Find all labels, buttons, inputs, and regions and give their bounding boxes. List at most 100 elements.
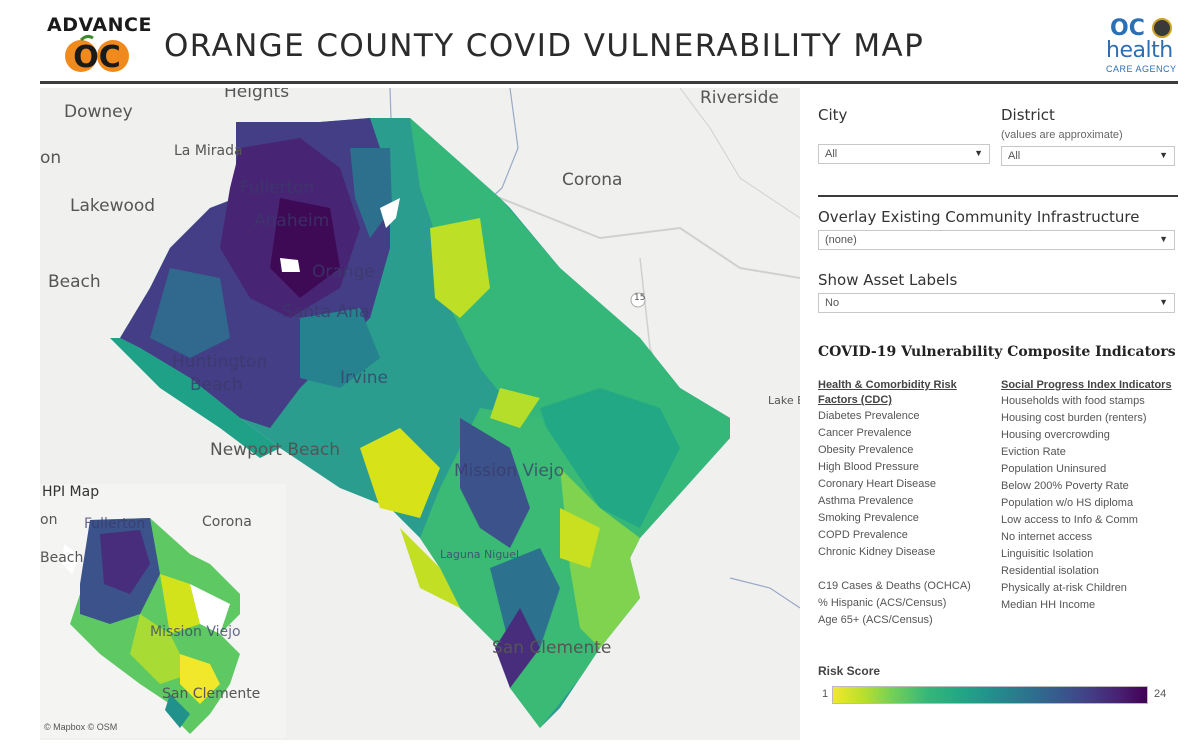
list-item: No internet access xyxy=(1001,531,1093,543)
map-label-orange: Orange xyxy=(312,262,375,282)
highway-15-label: 15 xyxy=(634,293,646,303)
inset-title: HPI Map xyxy=(42,484,100,500)
asset-labels-select[interactable]: No ▼ xyxy=(818,293,1175,313)
inset-label-on: on xyxy=(40,512,58,528)
inset-label-corona: Corona xyxy=(202,514,252,530)
advance-oc-logo: ADVANCE OC xyxy=(47,14,151,76)
list-item: Eviction Rate xyxy=(1001,446,1066,458)
hca-logo-oc: OC xyxy=(1110,16,1145,41)
list-item: COPD Prevalence xyxy=(818,529,908,541)
map-label-newport-beach: Newport Beach xyxy=(210,440,340,460)
list-item: Diabetes Prevalence xyxy=(818,410,920,422)
map-label-anaheim: Anaheim xyxy=(254,211,330,231)
county-seal-icon xyxy=(1152,18,1172,38)
district-filter-note: (values are approximate) xyxy=(1001,129,1123,141)
hca-logo-sub: CARE AGENCY xyxy=(1106,64,1177,74)
list-item: Households with food stamps xyxy=(1001,395,1145,407)
vulnerability-map[interactable]: Heights Riverside Downey on La Mirada Fu… xyxy=(40,88,800,740)
social-progress-list: Social Progress Index Indicators Househo… xyxy=(1001,378,1172,614)
chevron-down-icon: ▼ xyxy=(974,148,983,158)
list-item: Residential isolation xyxy=(1001,565,1099,577)
list-item: Low access to Info & Comm xyxy=(1001,514,1138,526)
district-select-value: All xyxy=(1008,150,1021,162)
oc-health-care-agency-logo: OC health CARE AGENCY xyxy=(1100,14,1180,76)
map-label-irvine: Irvine xyxy=(340,368,389,388)
inset-label-mission-viejo: Mission Viejo xyxy=(150,624,241,640)
overlay-select[interactable]: (none) ▼ xyxy=(818,230,1175,250)
list-item: Linguisitic Isolation xyxy=(1001,548,1094,560)
map-label-beach: Beach xyxy=(48,272,101,292)
risk-score-max: 24 xyxy=(1154,688,1167,700)
map-attribution[interactable]: © Mapbox © OSM xyxy=(44,722,118,732)
risk-score-min: 1 xyxy=(822,688,829,700)
inset-label-beach: Beach xyxy=(40,550,84,566)
city-filter-label: City xyxy=(818,106,848,124)
list-item: High Blood Pressure xyxy=(818,461,919,473)
header-divider xyxy=(40,81,1178,84)
inset-label-san-clemente: San Clemente xyxy=(162,686,261,702)
orange-icon: OC xyxy=(65,34,129,74)
list-item: Population w/o HS diploma xyxy=(1001,497,1134,509)
overlay-select-value: (none) xyxy=(825,234,857,246)
social-progress-heading: Social Progress Index Indicators xyxy=(1001,379,1172,391)
health-factors-heading-2: Factors (CDC) xyxy=(818,394,892,406)
map-label-riverside: Riverside xyxy=(700,88,779,108)
map-label-mission-viejo: Mission Viejo xyxy=(454,461,564,481)
map-label-corona: Corona xyxy=(562,170,623,190)
asset-labels-select-value: No xyxy=(825,297,840,309)
hpi-inset-map[interactable]: HPI Map on Fullerton Corona Beach Missio… xyxy=(40,484,286,738)
list-item: Housing cost burden (renters) xyxy=(1001,412,1147,424)
list-item: Obesity Prevalence xyxy=(818,444,914,456)
overlay-filter-label: Overlay Existing Community Infrastructur… xyxy=(818,208,1140,226)
chevron-down-icon: ▼ xyxy=(1159,234,1168,244)
map-label-on: on xyxy=(40,148,62,168)
district-filter-label: District xyxy=(1001,106,1055,124)
map-label-lakewood: Lakewood xyxy=(70,196,156,216)
chevron-down-icon: ▼ xyxy=(1159,297,1168,307)
list-item: % Hispanic (ACS/Census) xyxy=(818,597,947,609)
list-item: Cancer Prevalence xyxy=(818,427,912,439)
indicators-title: COVID-19 Vulnerability Composite Indicat… xyxy=(818,344,1176,360)
list-item: Physically at-risk Children xyxy=(1001,582,1127,594)
risk-score-color-ramp xyxy=(832,686,1148,704)
list-item: Coronary Heart Disease xyxy=(818,478,936,490)
list-item: Housing overcrowding xyxy=(1001,429,1110,441)
map-label-laguna-niguel: Laguna Niguel xyxy=(440,548,520,561)
advance-logo-text: ADVANCE xyxy=(47,14,152,36)
map-label-huntington: Huntington xyxy=(172,352,268,372)
panel-divider xyxy=(818,195,1178,197)
page-title: ORANGE COUNTY COVID VULNERABILITY MAP xyxy=(164,28,925,64)
inset-label-fullerton: Fullerton xyxy=(84,516,146,532)
map-label-san-clemente: San Clemente xyxy=(492,638,612,658)
list-item: Chronic Kidney Disease xyxy=(818,546,936,558)
list-item: Asthma Prevalence xyxy=(818,495,914,507)
list-item: Age 65+ (ACS/Census) xyxy=(818,614,933,626)
asset-labels-filter-label: Show Asset Labels xyxy=(818,271,958,289)
filter-panel: City All ▼ District (values are approxim… xyxy=(800,88,1200,740)
map-label-fullerton: Fullerton xyxy=(240,178,315,198)
map-label-heights: Heights xyxy=(224,88,290,102)
list-spacer xyxy=(818,561,971,578)
list-item: Smoking Prevalence xyxy=(818,512,919,524)
advance-logo-oc: OC xyxy=(73,40,121,74)
map-label-huntington-beach: Beach xyxy=(190,375,243,395)
health-factors-heading: Health & Comorbidity Risk xyxy=(818,379,957,391)
chevron-down-icon: ▼ xyxy=(1159,150,1168,160)
list-item: C19 Cases & Deaths (OCHCA) xyxy=(818,580,971,592)
map-label-santa-ana: Santa Ana xyxy=(282,302,370,322)
map-label-la-mirada: La Mirada xyxy=(174,143,243,159)
header: ADVANCE OC ORANGE COUNTY COVID VULNERABI… xyxy=(0,0,1200,84)
map-label-downey: Downey xyxy=(64,102,133,122)
health-factors-list: Health & Comorbidity Risk Factors (CDC) … xyxy=(818,378,971,629)
map-label-lake-e: Lake E xyxy=(768,394,800,407)
inset-canvas[interactable] xyxy=(40,484,286,738)
list-item: Median HH Income xyxy=(1001,599,1096,611)
hca-logo-health: health xyxy=(1106,38,1173,63)
risk-score-legend-title: Risk Score xyxy=(818,664,881,678)
city-select[interactable]: All ▼ xyxy=(818,144,990,164)
list-item: Population Uninsured xyxy=(1001,463,1107,475)
map-canvas[interactable] xyxy=(40,88,800,740)
city-select-value: All xyxy=(825,148,838,160)
district-select[interactable]: All ▼ xyxy=(1001,146,1175,166)
list-item: Below 200% Poverty Rate xyxy=(1001,480,1129,492)
